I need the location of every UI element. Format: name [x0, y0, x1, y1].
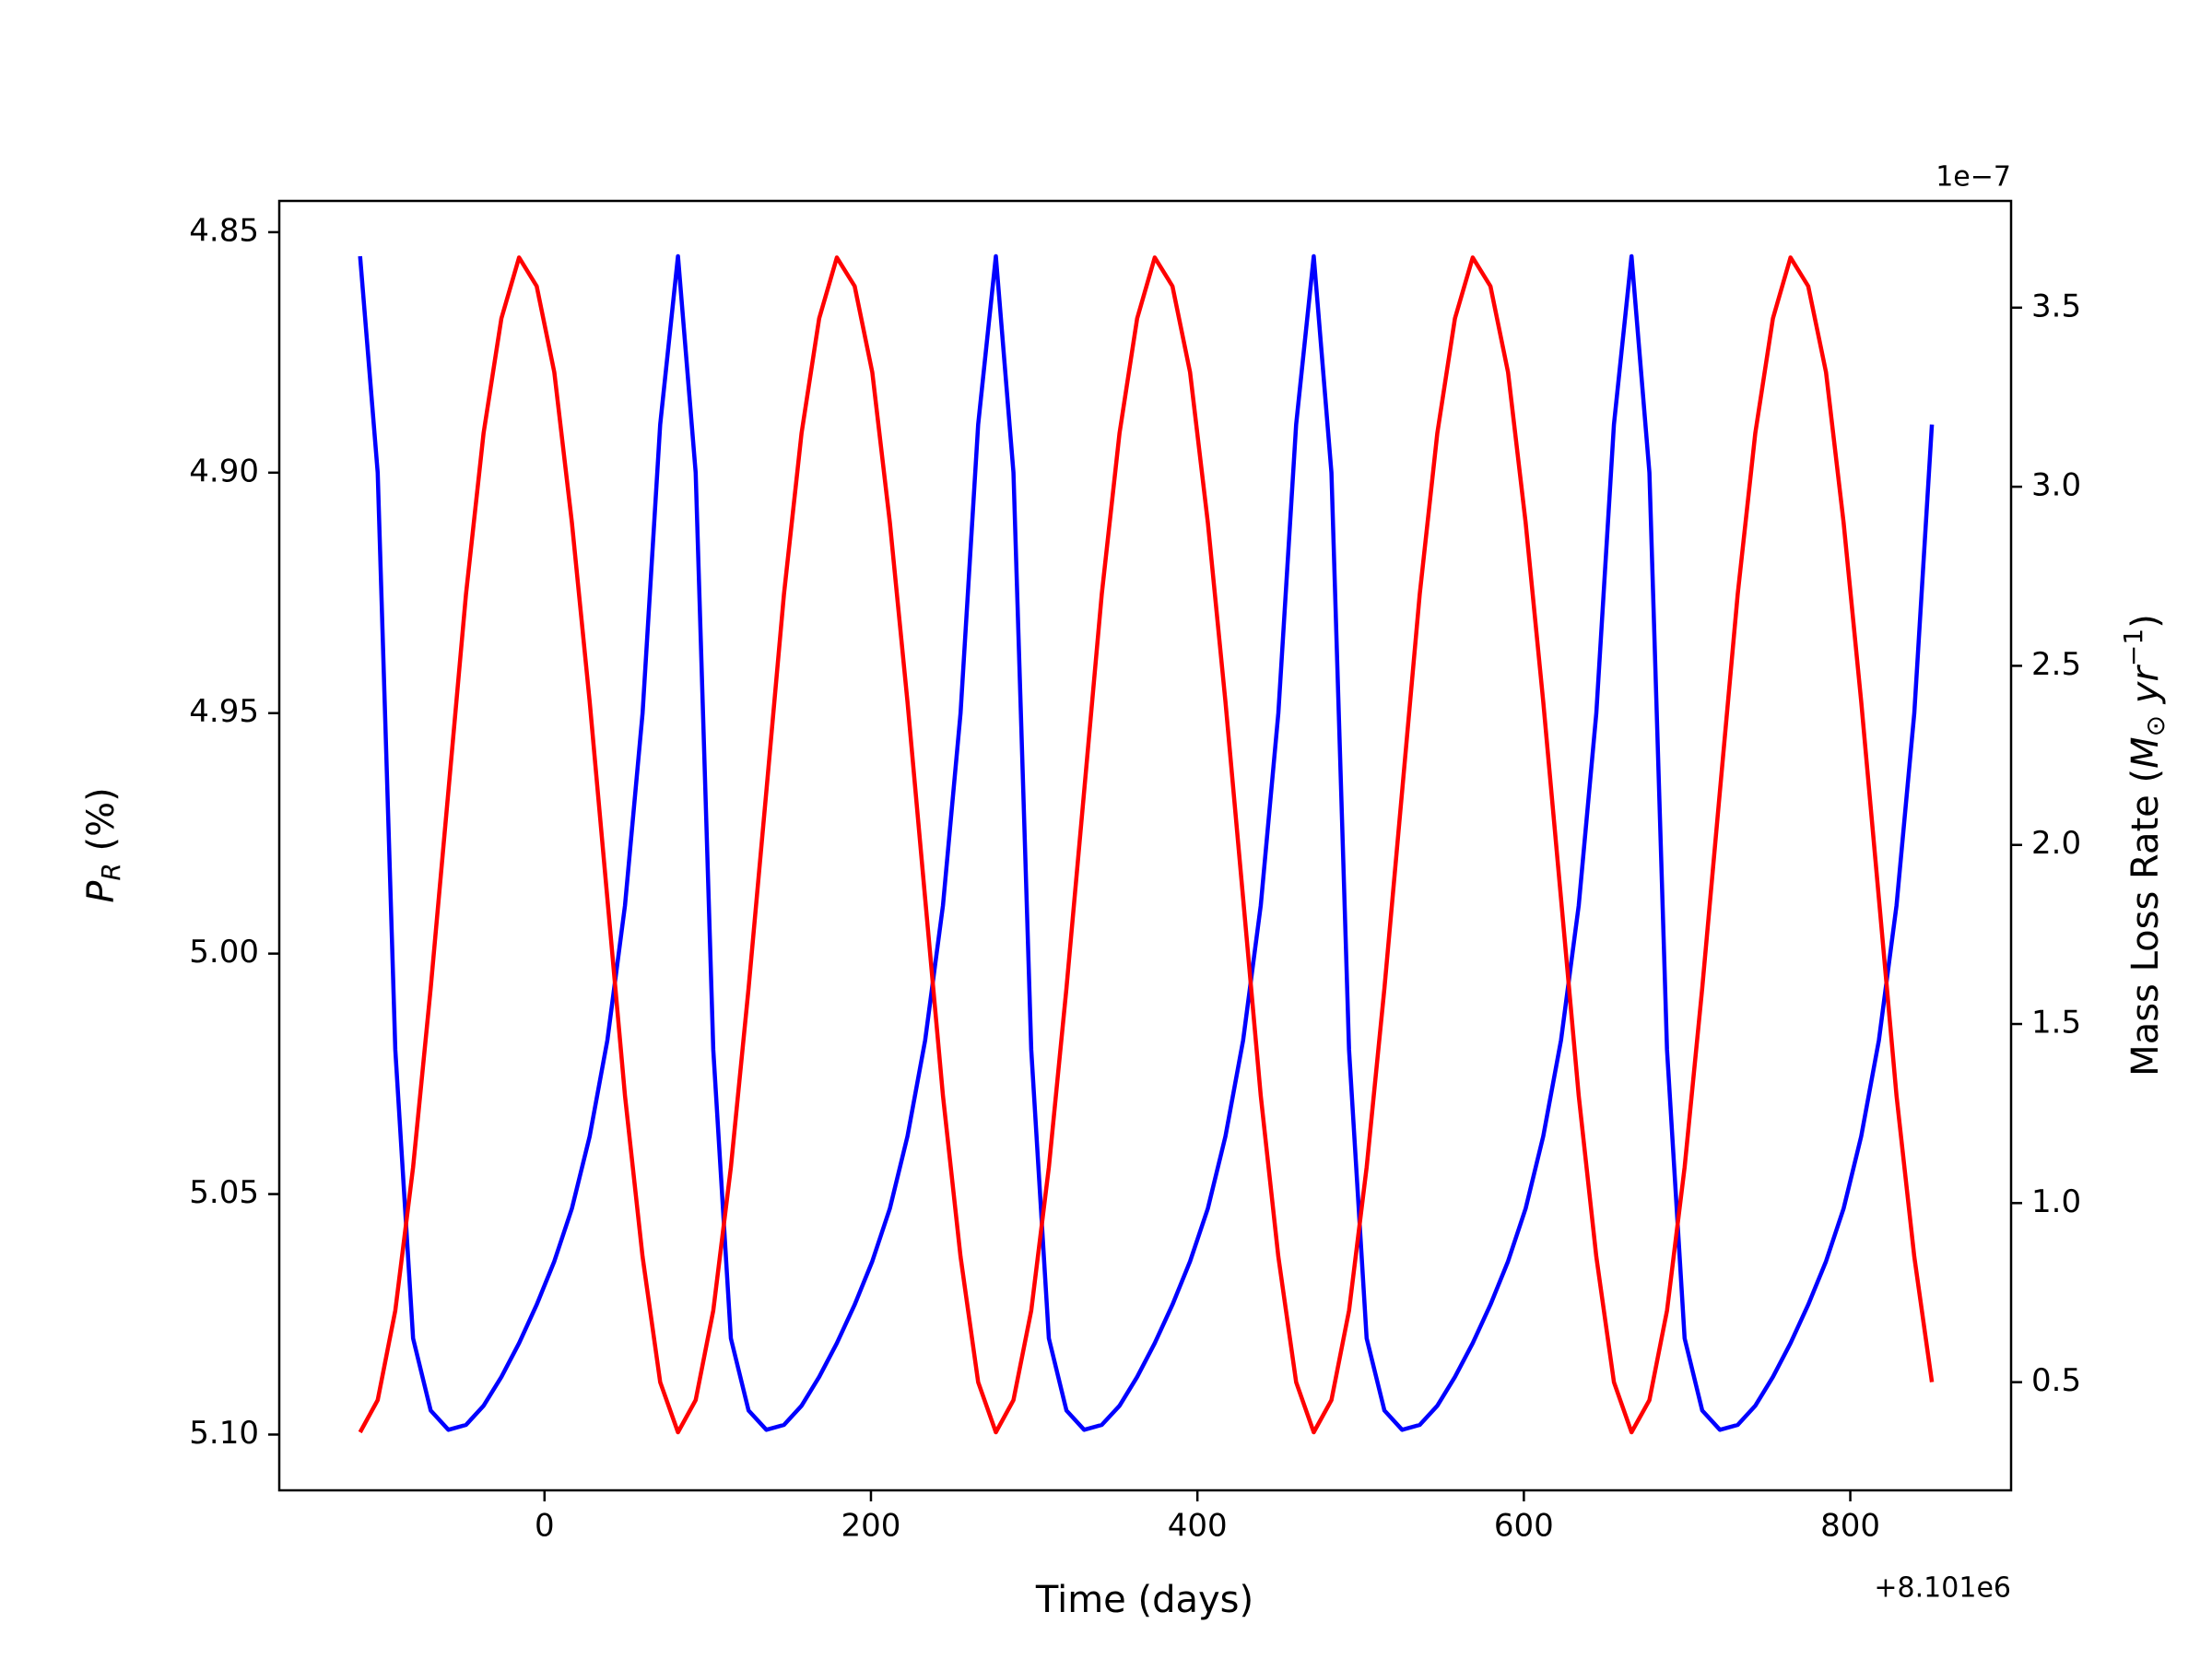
y2-label-mid: yr: [2124, 665, 2167, 715]
y2-tick-label: 1.0: [2031, 1183, 2081, 1220]
y-tick-label: 4.95: [189, 693, 259, 730]
x-tick-label: 200: [841, 1508, 901, 1545]
y2-label-superscript: −1: [2118, 629, 2148, 666]
y-tick-label: 4.90: [189, 453, 259, 489]
x-tick-label: 800: [1820, 1508, 1880, 1545]
y2-offset-label: 1e−7: [1936, 161, 2011, 194]
series-line: [358, 255, 1935, 1435]
y-tick-label: 5.00: [189, 934, 259, 971]
y-label-symbol: P: [80, 880, 123, 903]
x-tick-label: 400: [1168, 1508, 1228, 1545]
y2-label-end: ): [2124, 614, 2167, 629]
y2-label-subscript: ⊙: [2140, 715, 2171, 736]
y2-tick-label: 1.5: [2031, 1005, 2081, 1041]
y-tick-label: 5.10: [189, 1415, 259, 1452]
x-axis-label: Time (days): [1035, 1579, 1253, 1621]
y2-label-text: Mass Loss Rate (: [2124, 769, 2167, 1077]
x-offset-label: +8.101e6: [1874, 1572, 2011, 1605]
y2-tick-label: 3.0: [2031, 467, 2081, 504]
y-label-subscript: R: [96, 863, 126, 880]
y2-tick-label: 2.0: [2031, 825, 2081, 862]
y2-tick-label: 3.5: [2031, 288, 2081, 324]
y2-label-symbol: M: [2124, 736, 2167, 769]
y-axis-label: PR (%): [80, 787, 126, 903]
y2-tick-label: 2.5: [2031, 646, 2081, 683]
y-tick-label: 4.85: [189, 212, 259, 249]
x-tick-label: 600: [1494, 1508, 1554, 1545]
y2-axis-label: Mass Loss Rate (M⊙ yr−1): [2118, 614, 2171, 1077]
series-line: [358, 253, 1935, 1432]
y2-tick-label: 0.5: [2031, 1362, 2081, 1399]
y-tick-label: 5.05: [189, 1174, 259, 1211]
y-label-unit: (%): [80, 787, 123, 863]
x-tick-label: 0: [535, 1508, 555, 1545]
